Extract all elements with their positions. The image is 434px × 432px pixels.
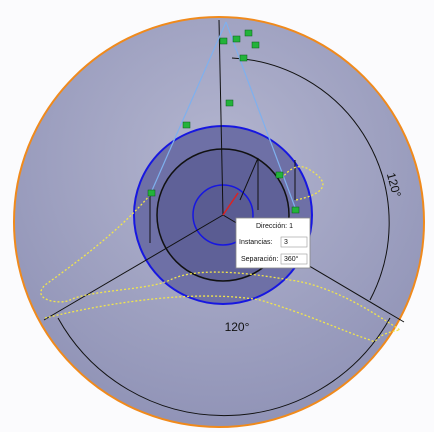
marker (183, 122, 190, 128)
spacing-label: Separación: (241, 256, 278, 263)
marker (252, 42, 259, 48)
marker (276, 172, 283, 178)
marker (220, 38, 227, 44)
marker (292, 207, 299, 213)
pattern-dialog: Dirección: 1 Instancias: 3 Separación: 3… (236, 218, 310, 268)
marker (245, 30, 252, 36)
marker (226, 100, 233, 106)
direction: Dirección: 1 (256, 223, 293, 230)
instances-label: Instancias: (239, 239, 273, 246)
viewport: 120° 120° Dirección: 1 Instancias: 3 Sep… (0, 0, 434, 432)
marker (240, 55, 247, 61)
marker (233, 36, 240, 42)
angle-dimension: 120° (225, 320, 250, 334)
marker (148, 190, 155, 196)
spacing-value: 360° (284, 255, 299, 263)
page: {"dimensions": [{"label": "120°"}, {"lab… (0, 0, 434, 432)
instances-value: 3 (284, 239, 288, 246)
